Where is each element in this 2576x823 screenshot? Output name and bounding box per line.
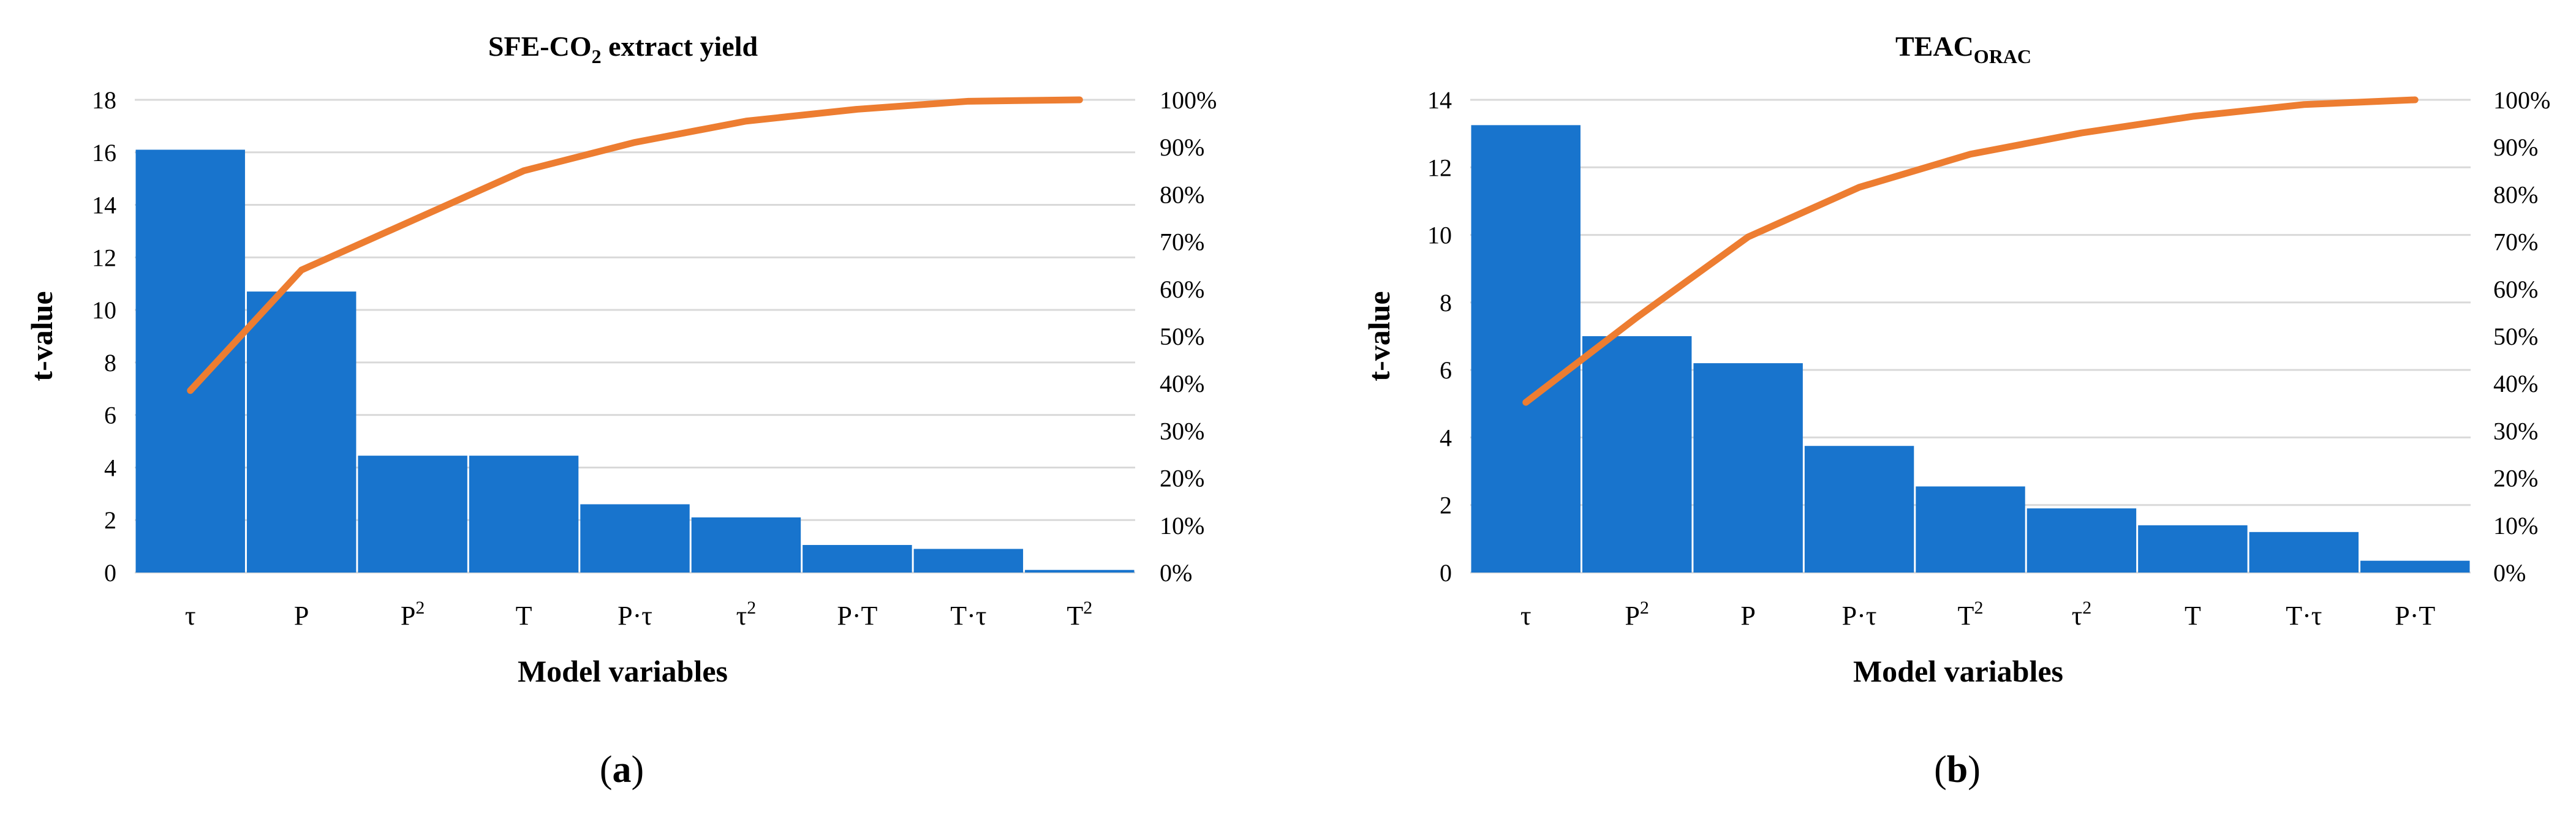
y2-tick-label: 70% xyxy=(1160,228,1204,256)
bar xyxy=(1804,446,1914,573)
chart-title: SFE-CO2 extract yield xyxy=(488,31,758,67)
y2-tick-label: 20% xyxy=(2493,465,2538,492)
x-tick-label: T xyxy=(516,601,532,631)
bar xyxy=(1693,363,1803,573)
x-tick-label: T·τ xyxy=(2286,601,2322,631)
y2-tick-label: 80% xyxy=(1160,181,1204,208)
y-tick-label: 18 xyxy=(92,86,116,114)
y-tick-label: 8 xyxy=(1440,289,1452,317)
y-tick-label: 8 xyxy=(104,349,116,377)
x-tick-label: P·τ xyxy=(618,601,652,631)
y2-tick-label: 0% xyxy=(1160,559,1192,587)
bar xyxy=(2138,525,2248,573)
bar xyxy=(2026,508,2137,573)
y2-tick-label: 40% xyxy=(1160,370,1204,397)
bar xyxy=(691,517,801,573)
y-tick-label: 14 xyxy=(1427,86,1452,114)
y-tick-label: 10 xyxy=(92,296,116,324)
x-tick-label: τ xyxy=(185,601,196,631)
y-tick-label: 0 xyxy=(1440,559,1452,587)
chart-panel-1: 0 2 4 6 8 10 12 14 16 18 0% 10% 20% 30% 40% 50% 60% 70% 80… xyxy=(25,31,1217,791)
x-tick-label: P xyxy=(1740,601,1755,631)
x-tick-label: P·τ xyxy=(1842,601,1877,631)
x-axis-label: Model variables xyxy=(1853,654,2063,688)
bar xyxy=(1582,336,1692,573)
y2-tick-label: 40% xyxy=(2493,370,2538,397)
y-tick-label: 4 xyxy=(1440,424,1452,451)
y-tick-label: 6 xyxy=(1440,356,1452,384)
y-axis-label: t-value xyxy=(25,291,59,381)
bar xyxy=(1025,569,1135,573)
y2-tick-label: 100% xyxy=(1160,86,1217,114)
x-tick-label: P xyxy=(294,601,309,631)
y2-tick-label: 60% xyxy=(2493,276,2538,303)
bar xyxy=(1916,486,2025,573)
bar xyxy=(580,504,690,573)
x-tick-label: τ xyxy=(1520,601,1532,631)
y2-tick-label: 10% xyxy=(1160,512,1204,539)
bar xyxy=(803,544,912,573)
bar xyxy=(2249,532,2359,573)
y-tick-label: 2 xyxy=(104,506,116,534)
y2-tick-label: 0% xyxy=(2493,559,2526,587)
bar xyxy=(1471,125,1581,573)
y2-tick-label: 100% xyxy=(2493,86,2550,114)
x-axis-label: Model variables xyxy=(518,654,728,688)
bar xyxy=(246,291,357,573)
y-tick-label: 10 xyxy=(1427,222,1452,249)
y2-tick-label: 30% xyxy=(2493,417,2538,445)
y2-tick-label: 60% xyxy=(1160,276,1204,303)
x-tick-label: τ2 xyxy=(2072,598,2092,631)
x-tick-label: τ2 xyxy=(736,598,757,631)
x-tick-label: T2 xyxy=(1067,598,1092,631)
panel-label: (a) xyxy=(600,749,644,791)
x-tick-label: P2 xyxy=(401,598,425,631)
chart-title: TEACORAC xyxy=(1895,31,2031,67)
y2-tick-label: 10% xyxy=(2493,512,2538,539)
bar xyxy=(2360,560,2470,573)
x-tick-label: P2 xyxy=(1625,598,1649,631)
bar xyxy=(469,456,579,573)
y2-tick-label: 80% xyxy=(2493,181,2538,208)
bar xyxy=(358,456,467,573)
y2-tick-label: 20% xyxy=(1160,465,1204,492)
y-tick-label: 0 xyxy=(104,559,116,587)
y-tick-label: 4 xyxy=(104,454,116,481)
x-tick-label: T2 xyxy=(1958,598,1984,631)
y2-tick-label: 50% xyxy=(1160,323,1204,350)
x-tick-label: T·τ xyxy=(950,601,986,631)
y2-tick-label: 50% xyxy=(2493,323,2538,350)
y-tick-label: 12 xyxy=(1427,154,1452,181)
x-tick-label: P·T xyxy=(2395,601,2435,631)
y-tick-label: 14 xyxy=(92,192,116,219)
y-tick-label: 12 xyxy=(92,244,116,271)
y2-tick-label: 90% xyxy=(2493,133,2538,161)
bar xyxy=(135,149,245,573)
x-tick-label: P·T xyxy=(837,601,877,631)
y-tick-label: 6 xyxy=(104,402,116,429)
y2-tick-label: 90% xyxy=(1160,133,1204,161)
bar xyxy=(913,549,1024,573)
y2-tick-label: 70% xyxy=(2493,228,2538,256)
panel-label: (b) xyxy=(1934,749,1981,791)
y-axis-label: t-value xyxy=(1362,291,1396,381)
y-tick-label: 2 xyxy=(1440,492,1452,519)
x-tick-label: T xyxy=(2185,601,2201,631)
y-tick-label: 16 xyxy=(92,139,116,167)
chart-panel-2: 0 2 4 6 8 10 12 14 0% 10% 20% 30% 40% 50% 60% 70% 80% 90%… xyxy=(1362,31,2550,791)
y2-tick-label: 30% xyxy=(1160,417,1204,445)
